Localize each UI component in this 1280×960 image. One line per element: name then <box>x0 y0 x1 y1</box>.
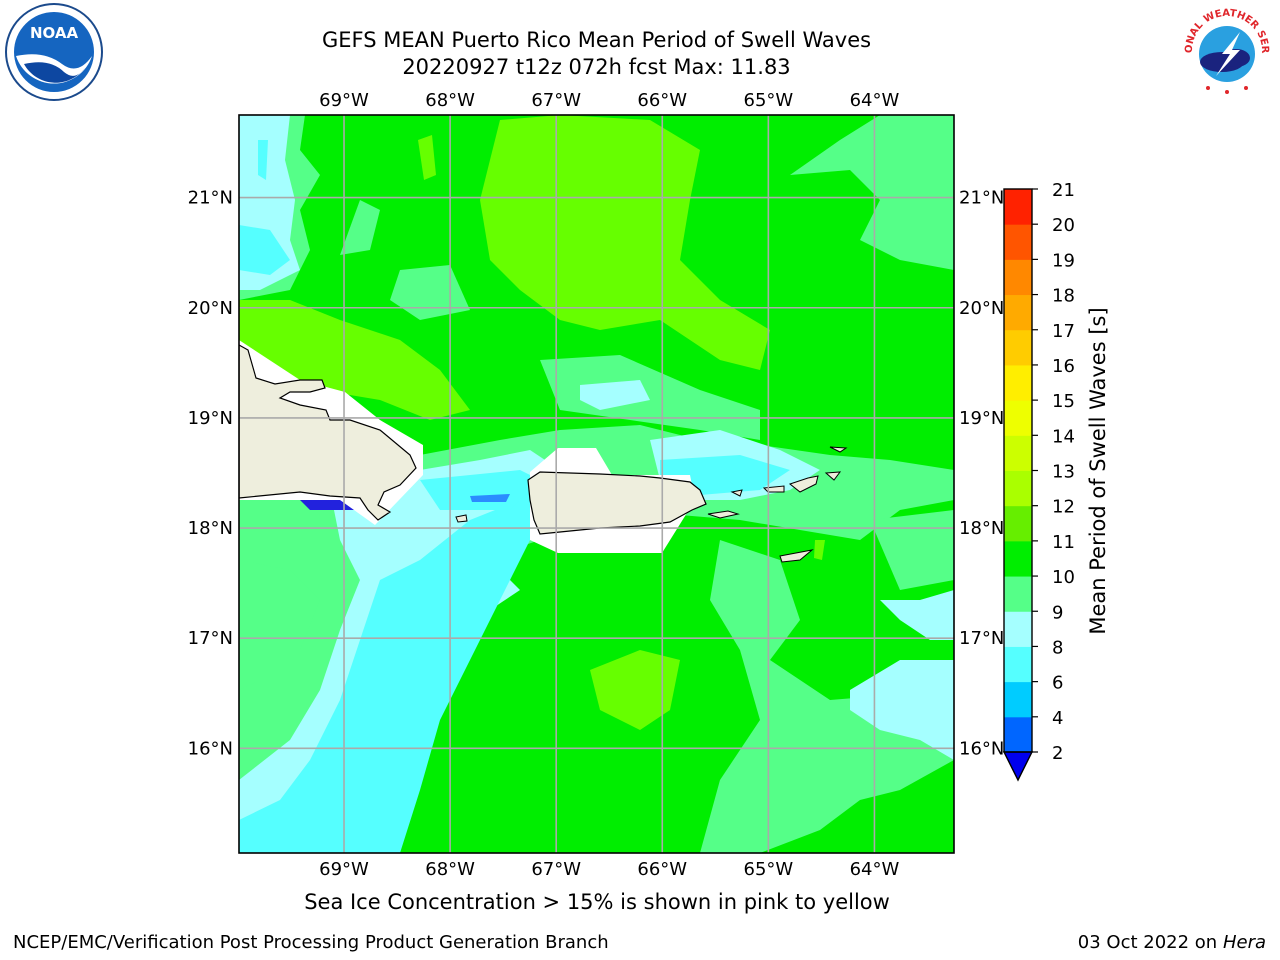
lat-tick-left: 18°N <box>188 518 233 539</box>
colorbar-segment <box>1004 611 1032 647</box>
land-hispaniola <box>239 344 417 521</box>
colorbar-segment <box>1004 505 1032 542</box>
colorbar-tick-label: 11 <box>1052 532 1075 553</box>
map-tick-labels: 69°W 69°W 68°W 68°W 67°W 67°W 66°W 66°W 65°W 65°W… <box>188 90 1005 880</box>
colorbar-extend-min <box>1002 751 1034 782</box>
colorbar-tick-label: 8 <box>1052 637 1063 658</box>
colorbar-tick-label: 9 <box>1052 602 1063 623</box>
lat-tick-left: 20°N <box>188 298 233 319</box>
colorbar-segment <box>1004 646 1032 683</box>
colorbar-tick-label: 19 <box>1052 250 1075 271</box>
colorbar-segment <box>1004 224 1032 260</box>
map-gridlines <box>239 115 954 853</box>
colorbar-tick-label: 4 <box>1052 708 1063 729</box>
lat-tick-left: 16°N <box>188 738 233 759</box>
colorbar-tick-label: 18 <box>1052 286 1075 307</box>
colorbar-segment <box>1004 681 1032 718</box>
colorbar-segment <box>1004 400 1032 436</box>
lat-tick-left: 19°N <box>188 408 233 429</box>
colorbar-tick-label: 10 <box>1052 567 1075 588</box>
colorbar-segment <box>1004 329 1032 366</box>
lon-tick-top: 67°W <box>531 90 581 111</box>
lat-tick-right: 16°N <box>959 738 1004 759</box>
lon-tick-top: 66°W <box>637 90 687 111</box>
colorbar-tick-label: 6 <box>1052 673 1063 694</box>
lon-tick-top: 65°W <box>744 90 794 111</box>
colorbar-segment <box>1004 294 1032 331</box>
footer-date-text: 03 Oct 2022 on <box>1077 932 1218 953</box>
colorbar-label: Mean Period of Swell Waves [s] <box>1086 307 1110 634</box>
lon-tick-bottom: 69°W <box>319 859 369 880</box>
colorbar: 2 4 6 8 9 10 11 12 13 14 15 16 17 18 19 20 21 <box>1002 180 1075 782</box>
chart-title: GEFS MEAN Puerto Rico Mean Period of Swe… <box>321 28 872 52</box>
lat-tick-right: 17°N <box>959 628 1004 649</box>
footer-machine: Hera <box>1222 932 1266 953</box>
colorbar-tick-label: 21 <box>1052 180 1075 201</box>
lat-tick-left: 21°N <box>188 188 233 209</box>
footer-credit: NCEP/EMC/Verification Post Processing Pr… <box>13 932 609 953</box>
chart-subtitle: 20220927 t12z 072h fcst Max: 11.83 <box>402 55 791 79</box>
lon-tick-top: 64°W <box>850 90 900 111</box>
map-frame <box>238 114 955 854</box>
sea-ice-note: Sea Ice Concentration > 15% is shown in … <box>304 890 890 914</box>
lat-tick-right: 20°N <box>959 298 1004 319</box>
lon-tick-bottom: 66°W <box>637 859 687 880</box>
noaa-logo-icon: NOAA <box>5 3 103 101</box>
colorbar-tick-label: 2 <box>1052 743 1063 764</box>
lon-tick-top: 69°W <box>319 90 369 111</box>
lat-tick-right: 21°N <box>959 188 1004 209</box>
noaa-logo-text: NOAA <box>30 24 79 42</box>
lon-tick-bottom: 68°W <box>425 859 475 880</box>
lat-tick-right: 18°N <box>959 518 1004 539</box>
colorbar-segment <box>1004 716 1032 753</box>
colorbar-segment <box>1004 435 1032 471</box>
lon-tick-bottom: 64°W <box>850 859 900 880</box>
map-field <box>239 115 954 853</box>
colorbar-tick-label: 16 <box>1052 356 1075 377</box>
lon-tick-bottom: 65°W <box>744 859 794 880</box>
colorbar-segment <box>1004 470 1032 507</box>
field-low-core-2 <box>470 494 510 502</box>
lon-tick-top: 68°W <box>425 90 475 111</box>
colorbar-tick-label: 15 <box>1052 391 1075 412</box>
lon-tick-bottom: 67°W <box>531 859 581 880</box>
colorbar-segment <box>1004 540 1032 577</box>
colorbar-segment <box>1004 189 1032 225</box>
footer-date: 03 Oct 2022 on Hera <box>1078 932 1266 953</box>
colorbar-tick-label: 13 <box>1052 462 1075 483</box>
lat-tick-right: 19°N <box>959 408 1004 429</box>
land-small-islands <box>455 446 848 563</box>
field-11-12 <box>239 115 825 730</box>
colorbar-tick-label: 20 <box>1052 215 1075 236</box>
lat-tick-left: 17°N <box>188 628 233 649</box>
colorbar-tick-label: 14 <box>1052 426 1075 447</box>
colorbar-segment <box>1004 259 1032 296</box>
colorbar-tick-label: 17 <box>1052 321 1075 342</box>
colorbar-tick-label: 12 <box>1052 497 1075 518</box>
colorbar-segment <box>1004 576 1032 612</box>
colorbar-segment <box>1004 364 1032 401</box>
nws-logo-icon: NATIONAL WEATHER SERVICE <box>1178 2 1274 98</box>
